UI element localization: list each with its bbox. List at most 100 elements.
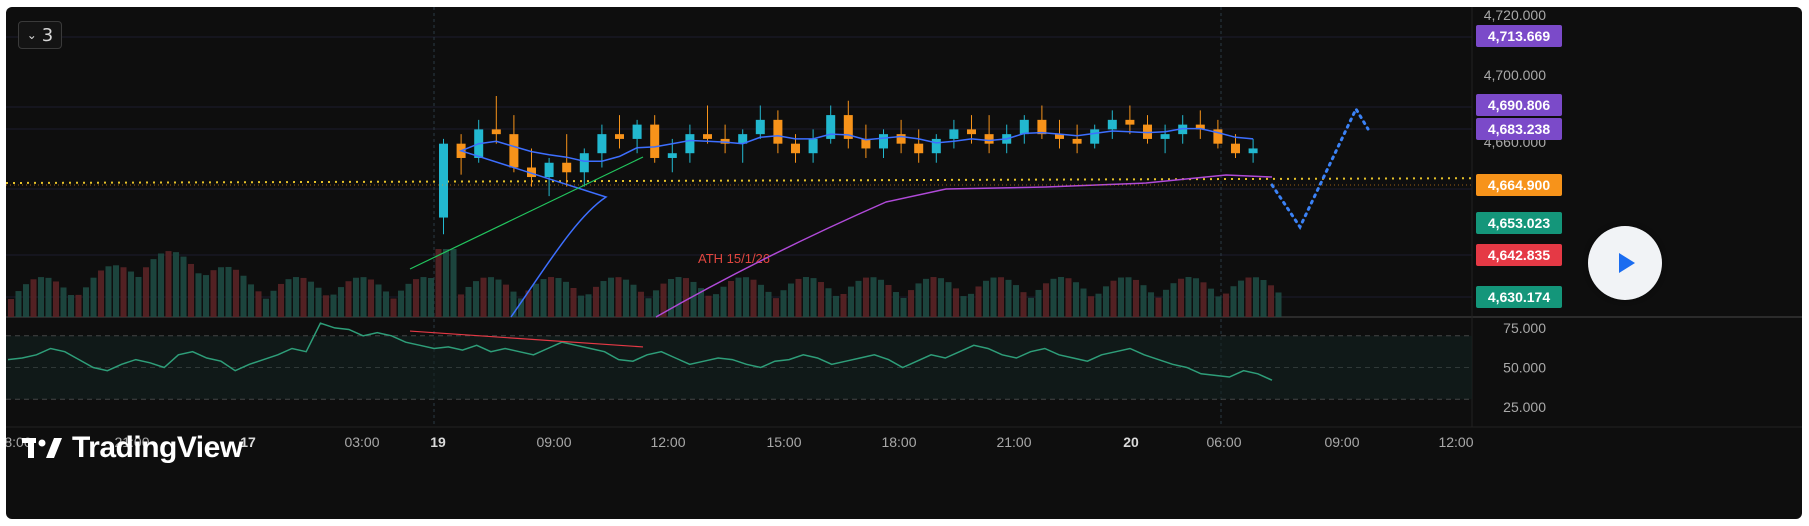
volume-bar xyxy=(1193,278,1199,317)
price-badge-bg xyxy=(1476,244,1562,266)
volume-bar xyxy=(165,251,172,317)
volume-bar xyxy=(105,266,112,317)
volume-bar xyxy=(600,281,607,317)
volume-bar xyxy=(923,278,929,317)
volume-bar xyxy=(428,277,434,317)
volume-bar xyxy=(263,298,269,317)
volume-bar xyxy=(1058,277,1064,317)
volume-bar xyxy=(180,256,187,317)
volume-bar xyxy=(870,277,877,317)
volume-bar xyxy=(908,290,914,317)
volume-bar xyxy=(390,298,397,317)
volume-bar xyxy=(623,279,629,317)
volume-bar xyxy=(368,279,374,317)
price-badge-bg xyxy=(1476,212,1562,234)
volume-bar xyxy=(1275,292,1282,317)
volume-bar xyxy=(353,277,359,317)
volume-bar xyxy=(878,279,884,317)
candle xyxy=(579,153,589,173)
volume-bar xyxy=(555,278,562,317)
volume-bar xyxy=(1223,293,1229,317)
volume-bar xyxy=(713,294,719,317)
candle xyxy=(562,162,572,173)
candle xyxy=(738,134,748,144)
volume-bar xyxy=(30,279,37,317)
volume-bar xyxy=(818,282,824,317)
volume-bar xyxy=(128,271,134,317)
volume-bar xyxy=(803,277,809,317)
candle xyxy=(914,143,924,154)
volume-bar xyxy=(1178,278,1184,317)
volume-bar xyxy=(300,277,307,317)
volume-bar xyxy=(968,293,974,317)
time-tick-label: 21:00 xyxy=(996,434,1031,450)
time-tick-label: 15:00 xyxy=(766,434,801,450)
price-badge-label: 4,713.669 xyxy=(1488,28,1550,44)
rsi-line xyxy=(7,322,1273,381)
volume-bar xyxy=(98,270,104,317)
price-chart[interactable]: ATH 15/1/264,720.0004,700.0004,660.0004,… xyxy=(6,7,1802,519)
collapse-indicators-button[interactable]: ⌄ 3 xyxy=(18,21,62,49)
volume-bar xyxy=(158,253,164,317)
volume-bar xyxy=(615,277,622,317)
volume-bar xyxy=(990,277,997,317)
candle xyxy=(544,162,554,178)
volume-bar xyxy=(750,279,757,317)
volume-bar xyxy=(1095,293,1102,317)
volume-bar xyxy=(795,278,802,317)
candle xyxy=(1037,119,1047,135)
volume-bar xyxy=(840,293,847,317)
volume-bar xyxy=(608,277,614,317)
volume-bar xyxy=(1110,280,1117,317)
candle xyxy=(509,134,519,168)
candle xyxy=(439,143,448,218)
volume-bar xyxy=(465,286,472,317)
candle xyxy=(491,129,501,135)
volume-bar xyxy=(548,277,554,317)
candle xyxy=(861,138,871,149)
volume-bar xyxy=(278,283,284,317)
volume-bar xyxy=(1028,297,1034,317)
volume-bar xyxy=(518,298,524,317)
time-tick-label: 12:00 xyxy=(1438,434,1473,450)
volume-bar xyxy=(855,280,862,317)
volume-bar xyxy=(285,279,292,317)
price-badge-label: 4,683.238 xyxy=(1488,121,1550,137)
volume-bar xyxy=(945,282,952,317)
volume-bar xyxy=(473,281,479,317)
volume-bar xyxy=(1088,296,1094,317)
volume-bar xyxy=(1185,277,1192,317)
tradingview-logo: TradingView xyxy=(22,431,243,465)
time-tick-label: 09:00 xyxy=(1324,434,1359,450)
volume-bar xyxy=(450,249,457,317)
volume-bar xyxy=(270,290,277,317)
time-tick-label: 09:00 xyxy=(536,434,571,450)
volume-bar xyxy=(953,288,959,317)
candle xyxy=(1143,124,1152,139)
volume-bar xyxy=(660,283,667,317)
price-badge-label: 4,690.806 xyxy=(1488,97,1550,113)
volume-bar xyxy=(705,295,712,317)
volume-bar xyxy=(120,267,127,317)
volume-bar xyxy=(23,284,29,317)
volume-bar xyxy=(533,283,539,317)
candle xyxy=(1090,129,1100,144)
volume-bar xyxy=(255,291,262,317)
time-tick-label: 18:00 xyxy=(881,434,916,450)
volume-bar xyxy=(225,266,232,317)
play-button[interactable] xyxy=(1588,226,1662,300)
volume-bar xyxy=(1260,280,1267,317)
volume-bar xyxy=(788,283,794,317)
candle xyxy=(1055,134,1064,139)
volume-bar xyxy=(810,278,817,317)
volume-bar xyxy=(765,291,772,317)
candle xyxy=(685,134,695,154)
volume-bar xyxy=(638,291,644,317)
volume-bar xyxy=(360,277,367,317)
volume-bar xyxy=(173,252,179,317)
volume-bar xyxy=(1103,286,1109,317)
candle xyxy=(1107,119,1117,130)
volume-bar xyxy=(293,277,299,317)
candle xyxy=(1195,124,1205,130)
price-badge: 4,664.900 xyxy=(1476,174,1562,196)
